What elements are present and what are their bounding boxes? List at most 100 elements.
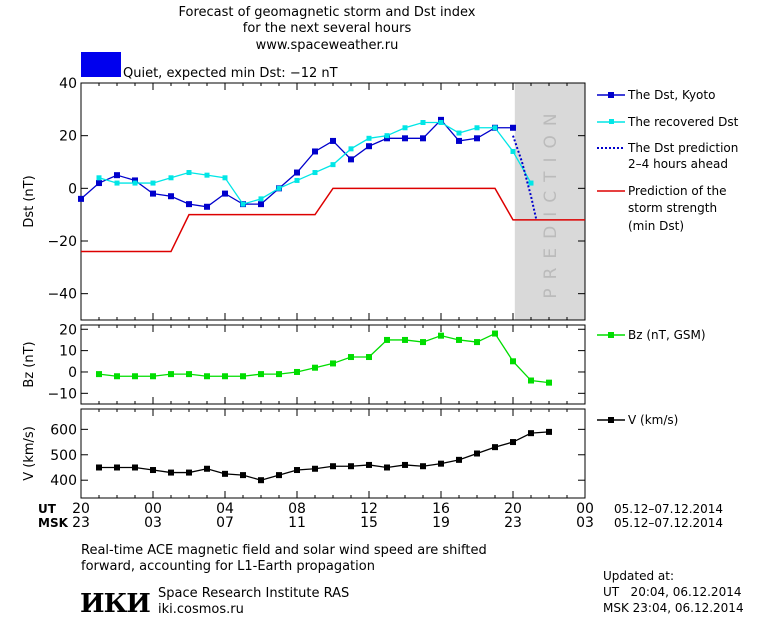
msk-tick-label: 11	[288, 515, 306, 531]
data-point	[366, 135, 372, 141]
v-panel: 400 500 600 V (km/s)	[22, 408, 586, 499]
y-tick-label: 0	[68, 365, 77, 381]
legend-strength-label-3: (min Dst)	[628, 219, 684, 233]
data-point	[114, 180, 120, 186]
data-point	[528, 180, 534, 186]
legend-bz: Bz (nT, GSM)	[597, 328, 706, 342]
data-point	[510, 439, 516, 446]
data-point	[294, 368, 300, 375]
ut-tick-label: 00	[144, 501, 162, 517]
y-tick-label: −10	[47, 386, 77, 402]
data-point	[258, 196, 264, 202]
legend-prediction-label-1: The Dst prediction	[627, 141, 738, 155]
data-point	[276, 185, 282, 191]
y-tick-label: 400	[50, 473, 77, 489]
data-point	[186, 469, 192, 476]
data-point	[456, 456, 462, 463]
data-point	[150, 190, 156, 197]
data-point	[240, 201, 246, 207]
data-point	[204, 373, 210, 380]
data-point	[168, 175, 174, 181]
data-point	[330, 463, 336, 470]
data-point	[258, 201, 264, 208]
data-point	[330, 360, 336, 367]
data-point	[222, 373, 228, 380]
y-tick-label: 600	[50, 422, 77, 438]
msk-tick-label: 03	[576, 515, 594, 531]
dst-panel: PREDICTION −40 −20 0 20 40 Dst (nT)	[22, 76, 586, 321]
y-tick-label: 0	[68, 181, 77, 197]
data-point	[474, 450, 480, 457]
status-text: Quiet, expected min Dst: −12 nT	[123, 66, 338, 81]
data-point	[492, 444, 498, 451]
series-line-the-dst-prediction-2-4-hours-ahead	[512, 135, 538, 221]
msk-tick-label: 03	[144, 515, 162, 531]
data-point	[258, 371, 264, 378]
data-point	[474, 125, 480, 131]
chart-title-line1: Forecast of geomagnetic storm and Dst in…	[178, 5, 475, 20]
data-point	[150, 467, 156, 474]
data-point	[222, 470, 228, 477]
data-point	[438, 460, 444, 467]
data-point	[222, 190, 228, 197]
data-point	[420, 135, 426, 142]
v-frame	[80, 408, 586, 499]
data-point	[546, 428, 552, 435]
data-point	[114, 464, 120, 471]
data-point	[492, 330, 498, 337]
ut-tick-label: 08	[288, 501, 306, 517]
data-point	[330, 137, 336, 144]
data-point	[96, 464, 102, 471]
data-point	[186, 371, 192, 378]
data-point	[384, 336, 390, 343]
data-point	[240, 373, 246, 380]
data-point	[402, 336, 408, 343]
dst-axis-label: Dst (nT)	[22, 175, 37, 227]
data-point	[168, 371, 174, 378]
data-point	[132, 464, 138, 471]
ut-tick-label: 00	[576, 501, 594, 517]
data-point	[420, 120, 426, 125]
data-point	[312, 148, 318, 155]
prediction-label: PREDICTION	[541, 104, 561, 298]
series-line-bz-nt-gsm	[98, 332, 550, 384]
v-axis-label: V (km/s)	[22, 426, 37, 481]
data-point	[528, 430, 534, 437]
data-point	[150, 180, 156, 186]
legend-recovered-label: The recovered Dst	[627, 115, 739, 129]
ut-tick-label: 20	[504, 501, 522, 517]
y-tick-label: 20	[59, 129, 77, 145]
data-point	[96, 371, 102, 378]
series-line-v-km-s	[99, 431, 550, 481]
chart-website: www.spaceweather.ru	[256, 38, 399, 53]
series-line-prediction-of-the-storm-strength-min-dst	[81, 187, 585, 253]
ut-tick-label: 20	[72, 501, 90, 517]
ut-tick-label: 04	[216, 501, 234, 517]
data-point	[186, 201, 192, 208]
y-tick-label: 10	[59, 344, 77, 360]
ut-tick-label: 16	[432, 501, 450, 517]
updated-label: Updated at:	[603, 569, 674, 583]
data-point	[546, 379, 552, 386]
data-point	[402, 461, 408, 468]
msk-tick-label: 23	[72, 515, 90, 531]
data-point	[312, 465, 318, 472]
data-point	[474, 135, 480, 142]
legend-bz-label: Bz (nT, GSM)	[628, 328, 706, 342]
data-point	[384, 133, 390, 139]
data-point	[402, 125, 408, 131]
data-point	[204, 465, 210, 472]
data-point	[438, 116, 444, 123]
data-point	[312, 364, 318, 371]
msk-tick-label: 19	[432, 515, 450, 531]
data-point	[132, 180, 138, 186]
time-axis: UT MSK 05.12–07.12.2014 05.12–07.12.2014…	[38, 501, 723, 531]
legend-strength-label-1: Prediction of the	[628, 184, 727, 198]
msk-tick-label: 15	[360, 515, 378, 531]
institute-website: iki.cosmos.ru	[158, 602, 244, 617]
data-point	[240, 472, 246, 479]
iki-logo: ИКИ	[80, 589, 150, 619]
data-point	[168, 193, 174, 200]
data-point	[384, 464, 390, 471]
